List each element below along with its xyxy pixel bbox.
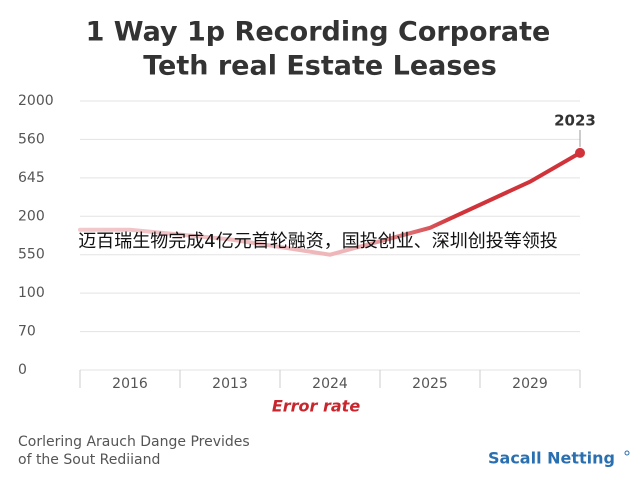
footer: Corlering Arauch Dange Prevides: [18, 434, 250, 450]
y-tick-label: 550: [18, 247, 45, 263]
y-tick-label: 70: [18, 324, 36, 340]
x-tick-label: 2013: [212, 376, 248, 392]
x-tick-label: 2016: [112, 376, 148, 392]
line-decoration: [78, 150, 582, 257]
y-tick-label: 645: [18, 170, 45, 186]
y-tick-label: 560: [18, 131, 45, 147]
brand-mark: [624, 450, 630, 456]
brand: Sacall Netting: [488, 449, 615, 468]
chart-title: 1 Way 1p Recording Corporate: [86, 17, 551, 48]
end-point-label: 2023: [554, 112, 596, 130]
y-tick-label: 200: [18, 208, 45, 224]
plot: 0 70 100 550 200 645 560 2000 2016 2013 2024 2025 20…: [18, 93, 596, 392]
x-tick-label: 2024: [312, 376, 348, 392]
y-tick-label: 0: [18, 362, 27, 378]
footer: of the Sout Rediiand: [18, 452, 160, 468]
chart-title: Teth real Estate Leases: [143, 51, 497, 82]
x-tick-label: 2025: [412, 376, 448, 392]
overlay-caption: 迈百瑞生物完成4亿元首轮融资，国投创业、深圳创投等领投: [78, 231, 557, 252]
y-tick-label: 100: [18, 285, 45, 301]
end-point: [575, 147, 585, 158]
y-tick-label: 2000: [18, 93, 54, 109]
x-tick-label: 2029: [512, 376, 548, 392]
x-axis-label: Error rate: [272, 397, 361, 416]
